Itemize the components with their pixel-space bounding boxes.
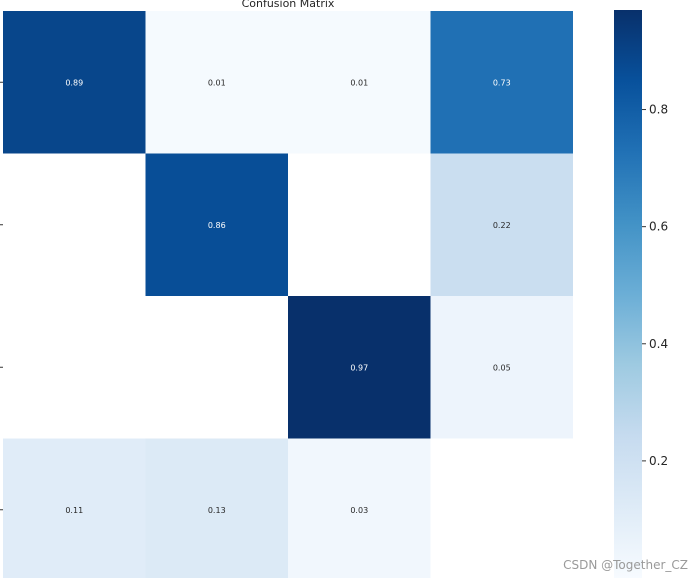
row-ticks <box>0 81 3 511</box>
heatmap-cell-r0-c1 <box>145 11 288 154</box>
cell-value-label-r3-c1: 0.13 <box>208 506 226 515</box>
colorbar-tick-label-2: 0.6 <box>649 220 668 234</box>
cell-value-label-r0-c2: 0.01 <box>350 78 368 87</box>
colorbar-ticks: 0.2 0.4 0.6 0.8 <box>642 103 668 468</box>
heatmap-cell-r0-c3 <box>430 11 573 154</box>
heatmap-cell-r3-c2 <box>288 438 431 578</box>
chart-title: Confusion Matrix <box>242 0 335 10</box>
cell-value-label-r0-c3: 0.73 <box>493 78 511 87</box>
cell-value-label-r1-c1: 0.86 <box>208 221 226 230</box>
colorbar-tick-label-3: 0.8 <box>649 103 668 117</box>
cell-value-label-r3-c2: 0.03 <box>350 506 368 515</box>
heatmap-cell-r1-c1 <box>145 153 288 296</box>
heatmap-cell-r3-c0 <box>3 438 146 578</box>
cell-value-label-r2-c2: 0.97 <box>350 363 368 372</box>
heatmap-cell-r0-c2 <box>288 11 431 154</box>
cell-value-label-r0-c1: 0.01 <box>208 78 226 87</box>
cell-value-label-r0-c0: 0.89 <box>65 78 83 87</box>
colorbar-tick-label-0: 0.2 <box>649 454 668 468</box>
heatmap-cell-r3-c1 <box>145 438 288 578</box>
heatmap-cell-r1-c3 <box>430 153 573 296</box>
colorbar-tick-label-1: 0.4 <box>649 337 668 351</box>
cell-value-label-r2-c3: 0.05 <box>493 363 511 372</box>
cell-value-label-r1-c3: 0.22 <box>493 221 511 230</box>
colorbar-gradient <box>614 10 642 578</box>
cell-value-label-r3-c0: 0.11 <box>65 506 83 515</box>
colorbar: 0.2 0.4 0.6 0.8 <box>614 10 668 578</box>
heatmap-cell-r2-c2 <box>288 296 431 439</box>
heatmap-cell-r2-c3 <box>430 296 573 439</box>
heatmap-cells: 0.89 0.01 0.01 0.73 0.86 0.22 0.97 0.05 0.11 0.13… <box>3 11 573 578</box>
watermark: CSDN @Together_CZ <box>563 558 688 572</box>
heatmap-cell-r0-c0 <box>3 11 146 154</box>
